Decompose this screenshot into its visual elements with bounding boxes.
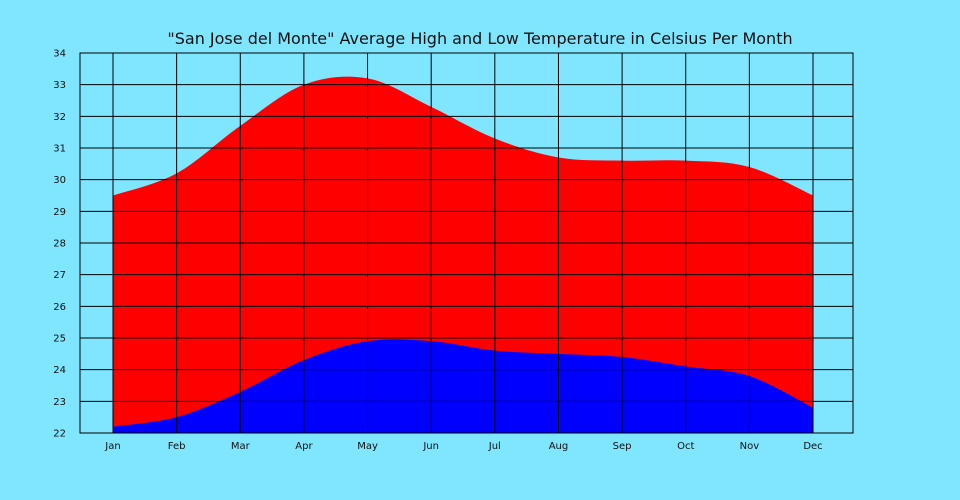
y-tick-label: 23 bbox=[53, 397, 66, 408]
y-tick-label: 22 bbox=[53, 429, 66, 440]
x-tick-label: Oct bbox=[677, 441, 694, 452]
x-tick-label: Dec bbox=[803, 441, 822, 452]
x-tick-label: Mar bbox=[231, 441, 251, 452]
x-tick-label: Apr bbox=[295, 441, 313, 452]
x-tick-label: Jun bbox=[422, 441, 439, 452]
y-tick-label: 27 bbox=[53, 270, 66, 281]
y-tick-label: 24 bbox=[53, 365, 66, 376]
x-tick-label: Nov bbox=[740, 441, 760, 452]
y-tick-label: 32 bbox=[53, 112, 66, 123]
x-tick-label: May bbox=[357, 441, 378, 452]
x-tick-label: Jul bbox=[488, 441, 501, 452]
y-tick-label: 30 bbox=[53, 175, 66, 186]
plot-border bbox=[79, 52, 854, 434]
high-temperature-area bbox=[113, 76, 813, 434]
x-tick-label: Aug bbox=[549, 441, 569, 452]
y-tick-label: 25 bbox=[53, 334, 66, 345]
y-tick-label: 29 bbox=[53, 207, 66, 218]
x-tick-label: Feb bbox=[168, 441, 186, 452]
y-tick-label: 28 bbox=[53, 239, 66, 250]
chart-title: "San Jose del Monte" Average High and Lo… bbox=[167, 29, 792, 48]
x-tick-label: Jan bbox=[104, 441, 120, 452]
y-tick-label: 34 bbox=[53, 49, 66, 60]
x-tick-label: Sep bbox=[613, 441, 632, 452]
y-tick-label: 33 bbox=[53, 80, 66, 91]
y-tick-label: 31 bbox=[53, 144, 66, 155]
y-tick-label: 26 bbox=[53, 302, 66, 313]
low-temperature-area bbox=[113, 339, 813, 433]
